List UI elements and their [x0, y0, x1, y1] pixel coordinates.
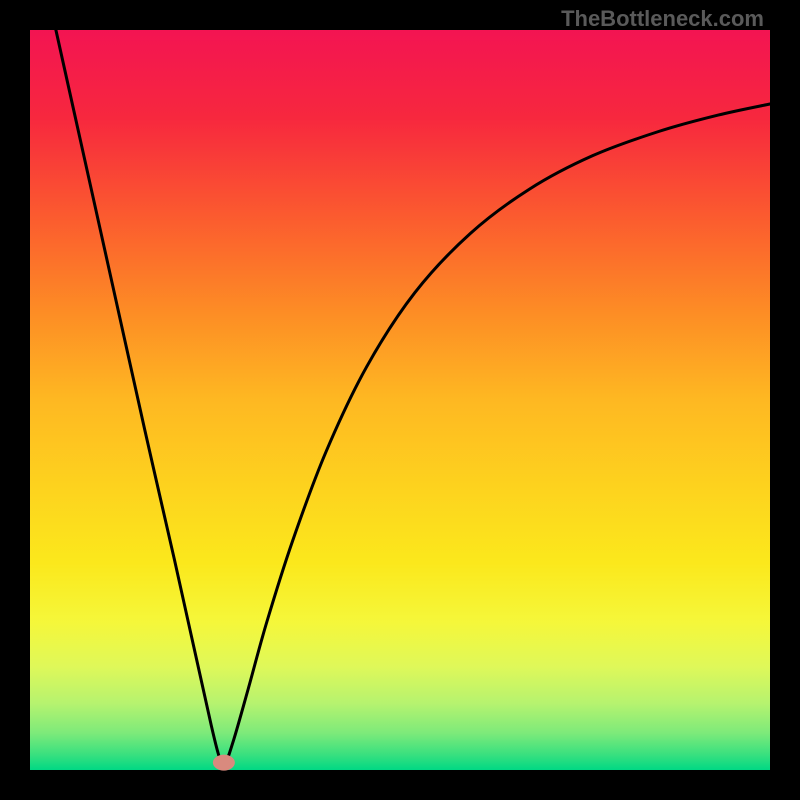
chart-container: TheBottleneck.com: [0, 0, 800, 800]
watermark-text: TheBottleneck.com: [561, 6, 764, 32]
plot-area: [30, 30, 770, 770]
notch-marker: [213, 755, 235, 771]
bottleneck-curve: [30, 30, 770, 770]
curve-path: [56, 30, 770, 767]
